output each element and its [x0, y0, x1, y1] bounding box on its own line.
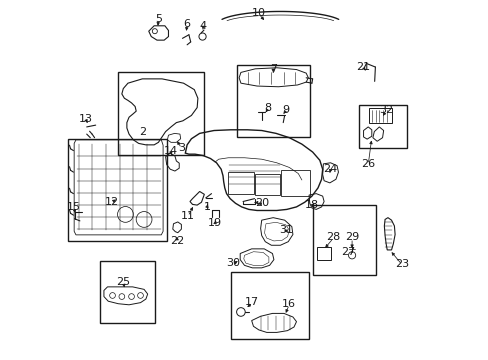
Text: 28: 28 — [325, 232, 340, 242]
Text: 30: 30 — [225, 258, 240, 268]
Text: 22: 22 — [170, 236, 184, 246]
Text: 8: 8 — [264, 103, 271, 113]
Text: 2: 2 — [139, 127, 145, 136]
Text: 29: 29 — [344, 232, 359, 242]
Text: 11: 11 — [181, 211, 194, 221]
Text: 3: 3 — [178, 143, 185, 153]
Text: 5: 5 — [155, 14, 162, 24]
Text: 6: 6 — [183, 19, 190, 29]
Text: 23: 23 — [394, 259, 408, 269]
Text: 31: 31 — [279, 225, 293, 235]
Text: 19: 19 — [207, 218, 222, 228]
Text: 10: 10 — [251, 8, 265, 18]
Bar — [118, 72, 204, 155]
Bar — [228, 172, 254, 194]
Text: 7: 7 — [269, 64, 276, 74]
Text: 16: 16 — [282, 299, 296, 309]
Text: 1: 1 — [203, 202, 210, 212]
Bar — [316, 247, 330, 260]
Text: 9: 9 — [282, 105, 289, 115]
Text: 15: 15 — [67, 202, 81, 212]
Text: 32: 32 — [378, 105, 392, 115]
Bar — [68, 139, 166, 241]
Text: 27: 27 — [341, 247, 355, 257]
Bar — [100, 261, 155, 323]
Text: 26: 26 — [361, 159, 374, 169]
Text: 4: 4 — [199, 21, 206, 31]
Bar — [281, 170, 310, 196]
Bar — [236, 65, 309, 137]
Text: 24: 24 — [323, 164, 337, 174]
Bar — [255, 174, 279, 195]
Text: 20: 20 — [254, 198, 268, 208]
Text: 21: 21 — [356, 62, 370, 72]
Text: 13: 13 — [79, 114, 93, 124]
Bar — [368, 108, 391, 123]
Text: 18: 18 — [304, 200, 318, 210]
Text: 14: 14 — [163, 146, 178, 156]
Bar — [230, 272, 308, 338]
Text: 12: 12 — [104, 197, 119, 207]
Bar — [313, 205, 375, 275]
Text: 17: 17 — [245, 297, 259, 307]
Text: 25: 25 — [116, 277, 130, 287]
Bar — [359, 105, 406, 148]
